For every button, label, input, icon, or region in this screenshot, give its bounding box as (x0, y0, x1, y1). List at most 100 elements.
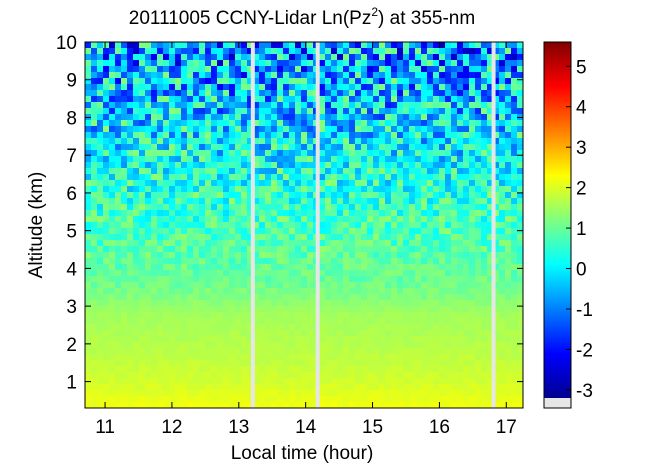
heatmap-cell (265, 222, 272, 229)
heatmap-cell (85, 348, 92, 355)
heatmap-cell (457, 360, 464, 367)
heatmap-cell (379, 186, 386, 193)
heatmap-cell (211, 360, 218, 367)
heatmap-cell (469, 102, 476, 109)
heatmap-cell (157, 144, 164, 151)
heatmap-cell (169, 276, 176, 283)
heatmap-cell (505, 174, 512, 181)
heatmap-cell (385, 288, 392, 295)
heatmap-cell (457, 108, 464, 115)
heatmap-cell (331, 288, 338, 295)
heatmap-cell (463, 186, 470, 193)
heatmap-cell (211, 282, 218, 289)
heatmap-cell (487, 354, 494, 361)
heatmap-cell (121, 330, 128, 337)
heatmap-cell (277, 222, 284, 229)
heatmap-cell (511, 66, 518, 73)
heatmap-cell (229, 354, 236, 361)
heatmap-cell (175, 120, 182, 127)
heatmap-cell (115, 150, 122, 157)
heatmap-cell (337, 174, 344, 181)
heatmap-cell (445, 372, 452, 379)
heatmap-cell (97, 60, 104, 67)
heatmap-cell (427, 354, 434, 361)
heatmap-cell (223, 240, 230, 247)
heatmap-cell (349, 162, 356, 169)
heatmap-cell (157, 372, 164, 379)
heatmap-cell (85, 96, 92, 103)
heatmap-cell (475, 288, 482, 295)
heatmap-cell (379, 48, 386, 55)
heatmap-cell (343, 60, 350, 67)
heatmap-cell (499, 150, 506, 157)
heatmap-cell (91, 198, 98, 205)
heatmap-cell (109, 240, 116, 247)
heatmap-cell (421, 402, 428, 409)
heatmap-cell (397, 84, 404, 91)
heatmap-cell (397, 312, 404, 319)
heatmap-cell (379, 300, 386, 307)
heatmap-cell (427, 282, 434, 289)
heatmap-cell (175, 96, 182, 103)
heatmap-cell (427, 252, 434, 259)
heatmap-cell (457, 144, 464, 151)
heatmap-cell (319, 198, 326, 205)
heatmap-cell (301, 186, 308, 193)
heatmap-cell (181, 258, 188, 265)
heatmap-cell (457, 354, 464, 361)
heatmap-cell (331, 120, 338, 127)
heatmap-cell (85, 126, 92, 133)
heatmap-cell (151, 60, 158, 67)
heatmap-cell (265, 234, 272, 241)
heatmap-cell (295, 372, 302, 379)
heatmap-cell (127, 42, 134, 49)
heatmap-cell (193, 402, 200, 409)
heatmap-cell (151, 54, 158, 61)
heatmap-cell (445, 114, 452, 121)
heatmap-cell (103, 252, 110, 259)
heatmap-cell (295, 54, 302, 61)
heatmap-cell (241, 252, 248, 259)
heatmap-cell (223, 402, 230, 409)
heatmap-cell (397, 396, 404, 403)
heatmap-cell (379, 246, 386, 253)
heatmap-cell (415, 90, 422, 97)
heatmap-cell (265, 264, 272, 271)
heatmap-cell (475, 300, 482, 307)
heatmap-cell (433, 180, 440, 187)
heatmap-cell (271, 204, 278, 211)
colorbar-tick-label: -1 (576, 300, 593, 321)
heatmap-cell (103, 348, 110, 355)
heatmap-cell (511, 210, 518, 217)
heatmap-cell (163, 372, 170, 379)
heatmap-cell (511, 54, 518, 61)
heatmap-cell (397, 384, 404, 391)
heatmap-cell (103, 72, 110, 79)
heatmap-cell (145, 42, 152, 49)
heatmap-cell (259, 162, 266, 169)
heatmap-cell (463, 84, 470, 91)
heatmap-cell (235, 270, 242, 277)
heatmap-cell (499, 360, 506, 367)
heatmap-cell (121, 156, 128, 163)
heatmap-cell (241, 204, 248, 211)
heatmap-cell (349, 114, 356, 121)
heatmap-cell (517, 180, 524, 187)
heatmap-cell (145, 144, 152, 151)
heatmap-cell (511, 282, 518, 289)
heatmap-cell (439, 348, 446, 355)
heatmap-cell (241, 336, 248, 343)
heatmap-cell (331, 144, 338, 151)
heatmap-cell (475, 390, 482, 397)
heatmap-cell (433, 258, 440, 265)
heatmap-cell (487, 318, 494, 325)
heatmap-cell (91, 300, 98, 307)
heatmap-cell (235, 258, 242, 265)
heatmap-cell (187, 84, 194, 91)
heatmap-cell (283, 180, 290, 187)
heatmap-cell (499, 240, 506, 247)
heatmap-cell (511, 372, 518, 379)
heatmap-cell (451, 336, 458, 343)
heatmap-cell (511, 252, 518, 259)
heatmap-cell (445, 288, 452, 295)
